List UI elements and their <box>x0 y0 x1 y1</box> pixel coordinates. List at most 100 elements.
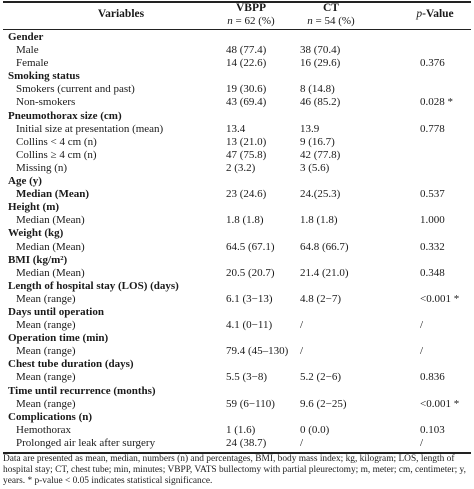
header-rule <box>3 29 471 30</box>
section-heading: Time until recurrence (months) <box>8 384 156 397</box>
row-label: Non-smokers <box>16 96 76 109</box>
vbpp-value: 1 (1.6) <box>226 423 256 436</box>
ct-value: 42 (77.8) <box>300 148 341 161</box>
p-value: 0.778 <box>420 122 445 135</box>
section-heading: Smoking status <box>8 70 80 83</box>
ct-value: 64.8 (66.7) <box>300 240 349 253</box>
section-heading-row: Chest tube duration (days) <box>0 358 474 371</box>
section-heading: Length of hospital stay (LOS) (days) <box>8 279 179 292</box>
p-value: <0.001 * <box>420 292 460 305</box>
ct-value: 13.9 <box>300 122 320 135</box>
table-row: Median (Mean) 20.5 (20.7) 21.4 (21.0) 0.348 <box>0 267 474 280</box>
table-row: Mean (range) 6.1 (3−13) 4.8 (2−7) <0.001 * <box>0 293 474 306</box>
p-value: 0.376 <box>420 57 445 70</box>
table-row: Collins ≥ 4 cm (n) 47 (75.8) 42 (77.8) <box>0 149 474 162</box>
table-row: Mean (range) 79.4 (45–130) / / <box>0 345 474 358</box>
ct-value: / <box>300 436 304 449</box>
table-row: Mean (range) 4.1 (0−11) / / <box>0 319 474 332</box>
ct-value: 24.(25.3) <box>300 188 341 201</box>
section-heading: Chest tube duration (days) <box>8 358 134 371</box>
table-row: Collins < 4 cm (n) 13 (21.0) 9 (16.7) <box>0 136 474 149</box>
ct-value: 21.4 (21.0) <box>300 266 349 279</box>
section-heading-row: BMI (kg/m²) <box>0 254 474 267</box>
p-value: 1.000 <box>420 214 445 227</box>
section-heading-row: Pneumothorax size (cm) <box>0 110 474 123</box>
vbpp-value: 6.1 (3−13) <box>226 292 273 305</box>
section-heading-row: Smoking status <box>0 70 474 83</box>
vbpp-value: 23 (24.6) <box>226 188 267 201</box>
table-row: Hemothorax 1 (1.6) 0 (0.0) 0.103 <box>0 424 474 437</box>
vbpp-value: 5.5 (3−8) <box>226 371 268 384</box>
header-vbpp-title: VBPP <box>235 2 267 14</box>
p-value: 0.103 <box>420 423 445 436</box>
row-label: Mean (range) <box>16 319 76 332</box>
section-heading-row: Days until operation <box>0 306 474 319</box>
row-label: Median (Mean) <box>16 266 85 279</box>
header-ct-title: CT <box>323 2 339 14</box>
section-heading: Gender <box>8 31 44 43</box>
vbpp-value: 13 (21.0) <box>226 135 267 148</box>
section-heading: Weight (kg) <box>8 227 64 240</box>
row-label: Median (Mean) <box>16 240 85 253</box>
ct-value: 38 (70.4) <box>300 44 341 57</box>
p-value: / <box>420 345 424 358</box>
vbpp-value: 1.8 (1.8) <box>226 214 264 227</box>
row-label: Median (Mean) <box>16 214 85 227</box>
p-value: 0.332 <box>420 240 445 253</box>
ct-value: 0 (0.0) <box>300 423 330 436</box>
section-heading-row: Age (y) <box>0 175 474 188</box>
table-row: Mean (range) 59 (6−110) 9.6 (2−25) <0.001 * <box>0 398 474 411</box>
vbpp-value: 4.1 (0−11) <box>226 319 273 332</box>
ct-value: 3 (5.6) <box>300 161 330 174</box>
header-vbpp-n: n = 62 (%) <box>227 14 275 27</box>
table-row: Median (Mean) 64.5 (67.1) 64.8 (66.7) 0.332 <box>0 241 474 254</box>
section-heading: Operation time (min) <box>8 332 109 345</box>
row-label: Initial size at presentation (mean) <box>16 122 164 135</box>
row-label: Mean (range) <box>16 292 76 305</box>
vbpp-value: 43 (69.4) <box>226 96 267 109</box>
section-heading: Age (y) <box>8 175 42 188</box>
row-label: Mean (range) <box>16 345 76 358</box>
ct-value: / <box>300 345 304 358</box>
vbpp-value: 20.5 (20.7) <box>226 266 275 279</box>
header-ct-n: n = 54 (%) <box>307 14 355 27</box>
table-footnote: Data are presented as mean, median, numb… <box>3 454 466 486</box>
section-heading-row: Length of hospital stay (LOS) (days) <box>0 280 474 293</box>
row-label: Female <box>16 57 49 70</box>
p-value: / <box>420 319 424 332</box>
row-label: Collins < 4 cm (n) <box>16 135 97 148</box>
section-heading-row: Weight (kg) <box>0 227 474 240</box>
ct-value: 9.6 (2−25) <box>300 397 347 410</box>
vbpp-value: 48 (77.4) <box>226 44 267 57</box>
top-rule <box>3 1 471 3</box>
row-label: Prolonged air leak after surgery <box>16 436 156 449</box>
section-heading: Days until operation <box>8 305 104 318</box>
row-label: Collins ≥ 4 cm (n) <box>16 148 97 161</box>
vbpp-value: 59 (6−110) <box>226 397 275 410</box>
table-row: Median (Mean) 23 (24.6) 24.(25.3) 0.537 <box>0 188 474 201</box>
section-heading: Complications (n) <box>8 410 93 423</box>
table-row: Female 14 (22.6) 16 (29.6) 0.376 <box>0 57 474 70</box>
bottom-rule <box>3 452 471 454</box>
table-row: Missing (n) 2 (3.2) 3 (5.6) <box>0 162 474 175</box>
p-value: 0.348 <box>420 266 445 279</box>
table-body: Gender Male 48 (77.4) 38 (70.4) Female 14 (22… <box>0 31 474 450</box>
table-row: Prolonged air leak after surgery 24 (38.7… <box>0 437 474 450</box>
table-row: Initial size at presentation (mean) 13.4 1… <box>0 123 474 136</box>
ct-value: 16 (29.6) <box>300 57 341 70</box>
vbpp-value: 2 (3.2) <box>226 161 256 174</box>
table-row: Non-smokers 43 (69.4) 46 (85.2) 0.028 * <box>0 96 474 109</box>
p-value: <0.001 * <box>420 397 460 410</box>
vbpp-value: 19 (30.6) <box>226 83 267 96</box>
ct-value: 46 (85.2) <box>300 96 341 109</box>
header-vbpp: VBPP n = 62 (%) <box>220 2 282 28</box>
section-heading-row: Operation time (min) <box>0 332 474 345</box>
vbpp-value: 24 (38.7) <box>226 436 267 449</box>
ct-value: 5.2 (2−6) <box>300 371 342 384</box>
section-heading: BMI (kg/m²) <box>8 253 68 266</box>
vbpp-value: 64.5 (67.1) <box>226 240 275 253</box>
section-heading-row: Complications (n) <box>0 411 474 424</box>
p-value: / <box>420 436 424 449</box>
header-p-value: p-Value <box>416 8 454 20</box>
